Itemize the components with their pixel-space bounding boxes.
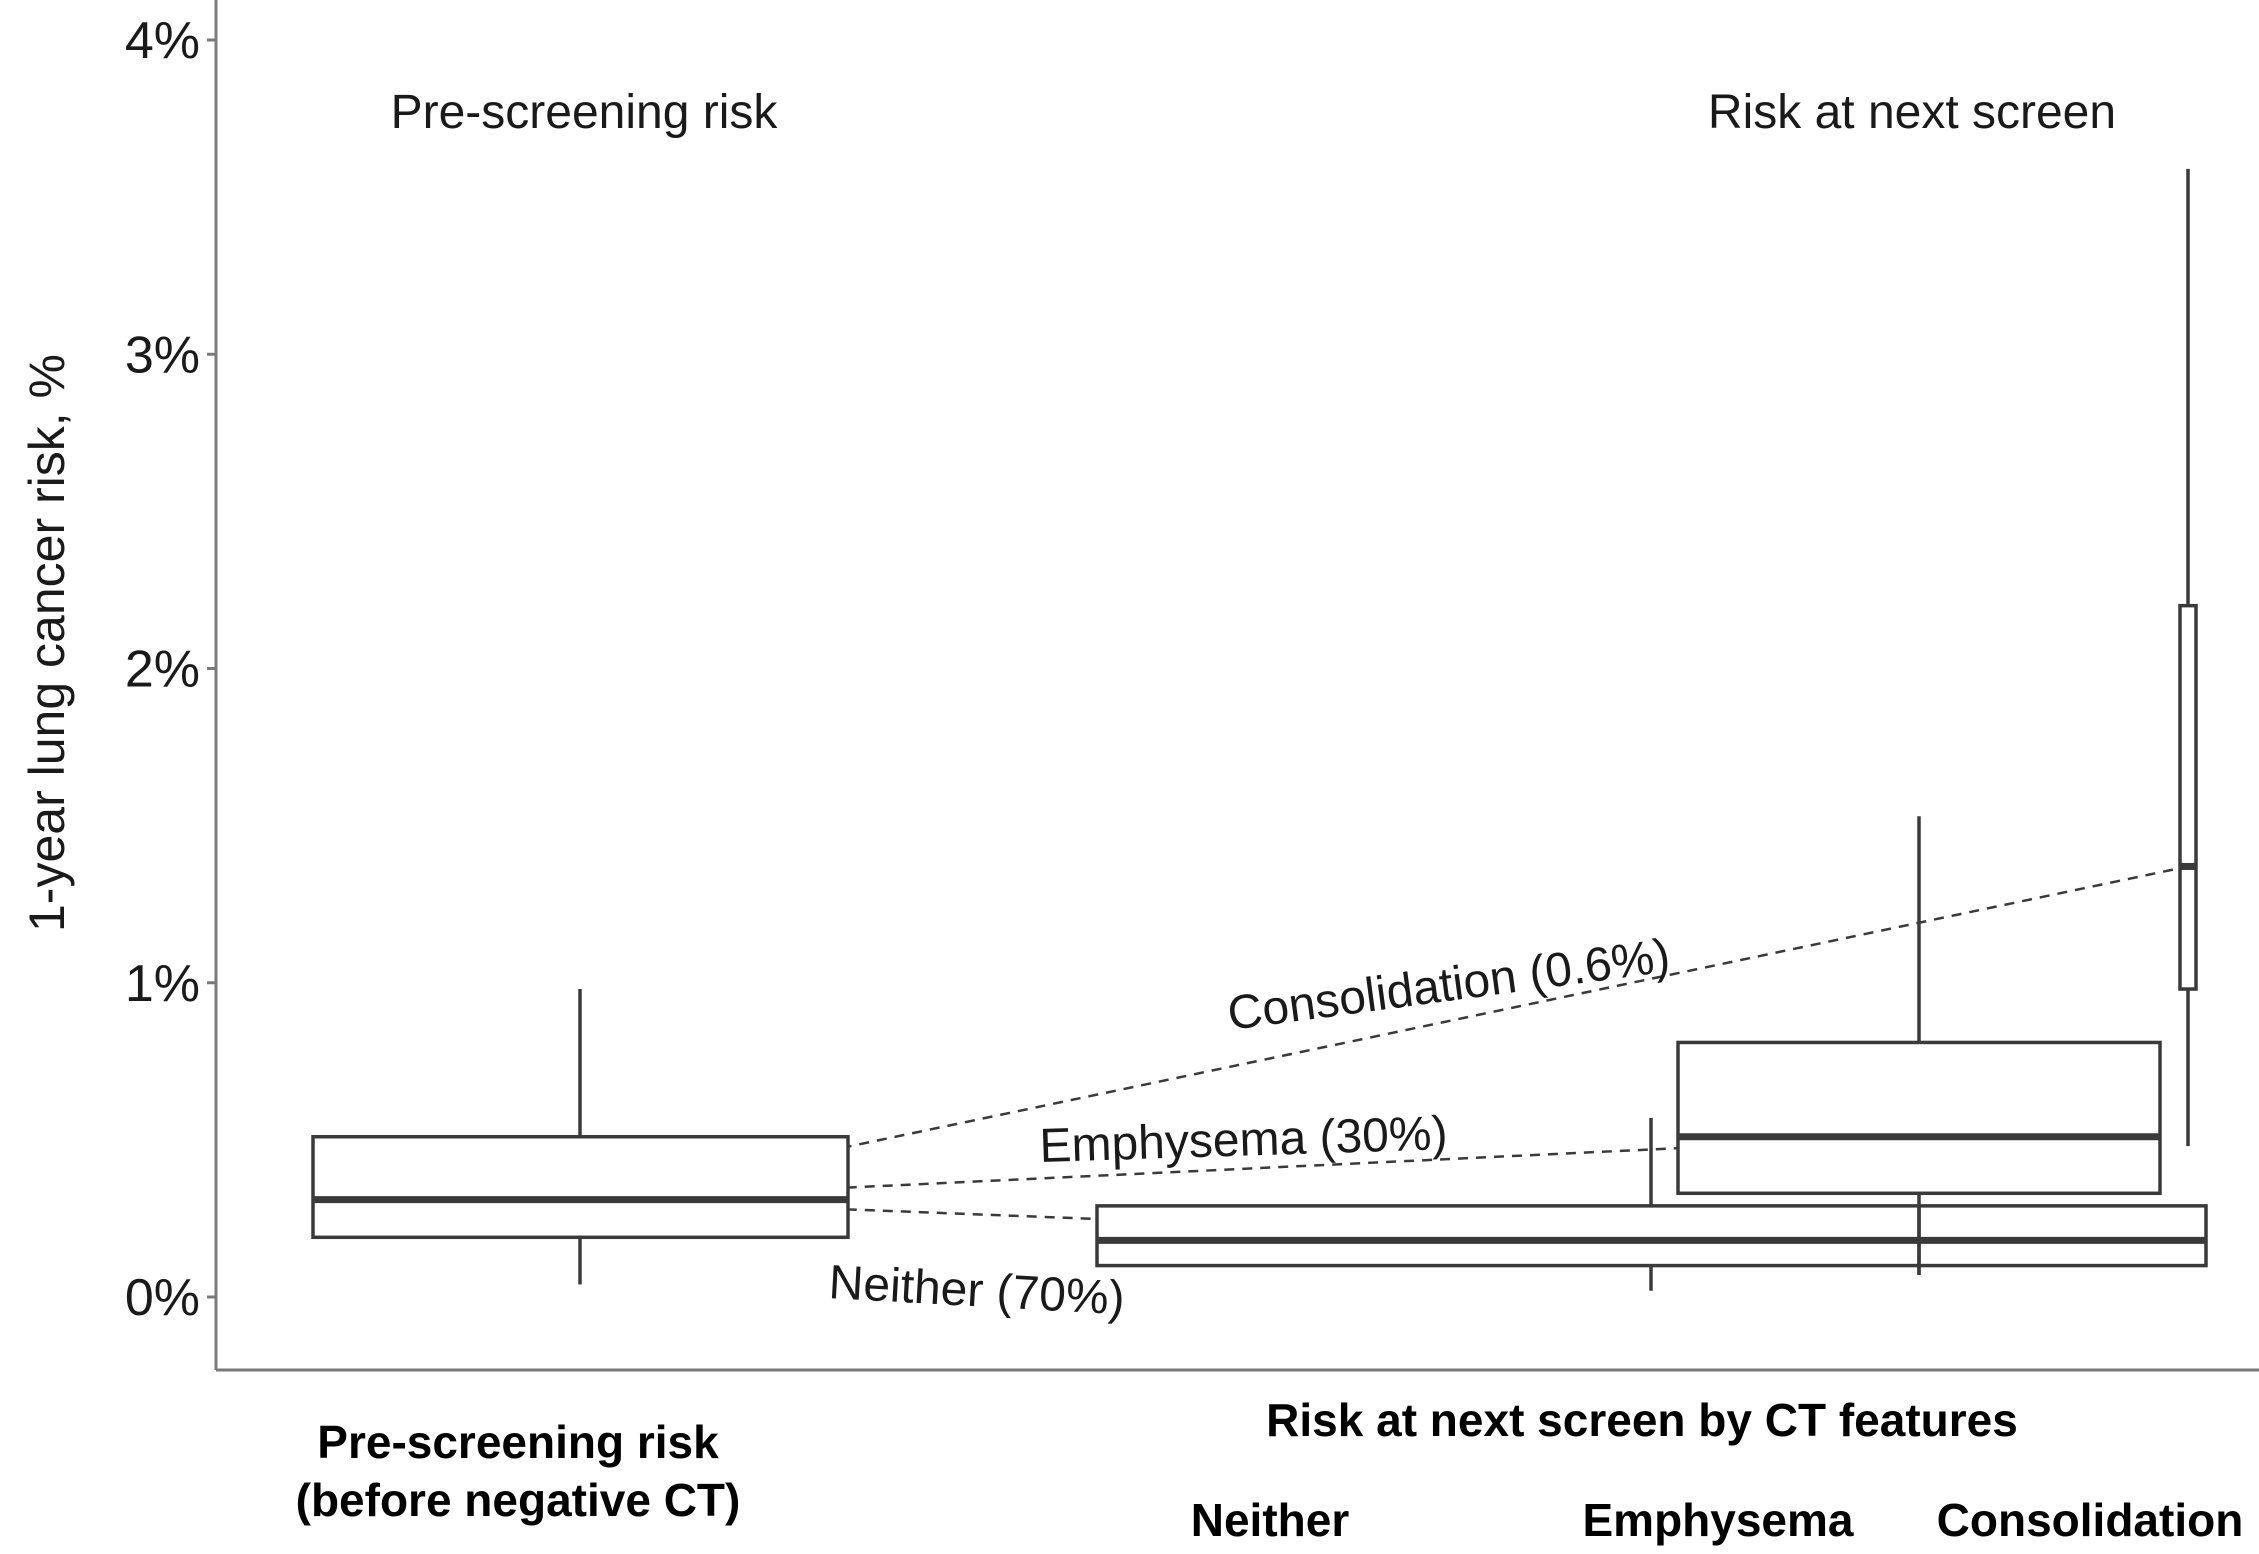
box-emphysema [1676, 1040, 2162, 1196]
y-tick-label: 1% [125, 955, 200, 1013]
category-label-pre-line2: (before negative CT) [296, 1474, 741, 1526]
box-pre [311, 1134, 850, 1240]
connector-label-neither: Neither (70%) [827, 1256, 1126, 1325]
y-tick-label: 2% [125, 641, 200, 699]
panel-title-left: Pre-screening risk [391, 86, 779, 139]
connector-line-consolidation [594, 865, 2189, 1201]
box-neither [1095, 1204, 2208, 1268]
boxes [311, 168, 2208, 1291]
y-tick-label: 4% [125, 12, 200, 70]
category-label-pre-line1: Pre-screening risk [317, 1416, 719, 1468]
y-axis-title: 1-year lung cancer risk, % [19, 354, 75, 932]
box-consolidation [2178, 603, 2198, 991]
y-tick-label: 3% [125, 326, 200, 384]
panel-title-right: Risk at next screen [1708, 86, 2116, 139]
y-ticks: 0% 1% 2% 3% 4% [125, 12, 216, 1327]
category-label-consolidation: Consolidation [1937, 1494, 2244, 1546]
connector-label-consolidation: Consolidation (0.6%) [1224, 929, 1673, 1040]
category-group-title: Risk at next screen by CT features [1266, 1394, 2018, 1446]
category-label-neither: Neither [1191, 1494, 1350, 1546]
connector-label-emphysema: Emphysema (30%) [1039, 1107, 1449, 1173]
y-tick-label: 0% [125, 1269, 200, 1327]
category-label-emphysema: Emphysema [1582, 1494, 1853, 1546]
